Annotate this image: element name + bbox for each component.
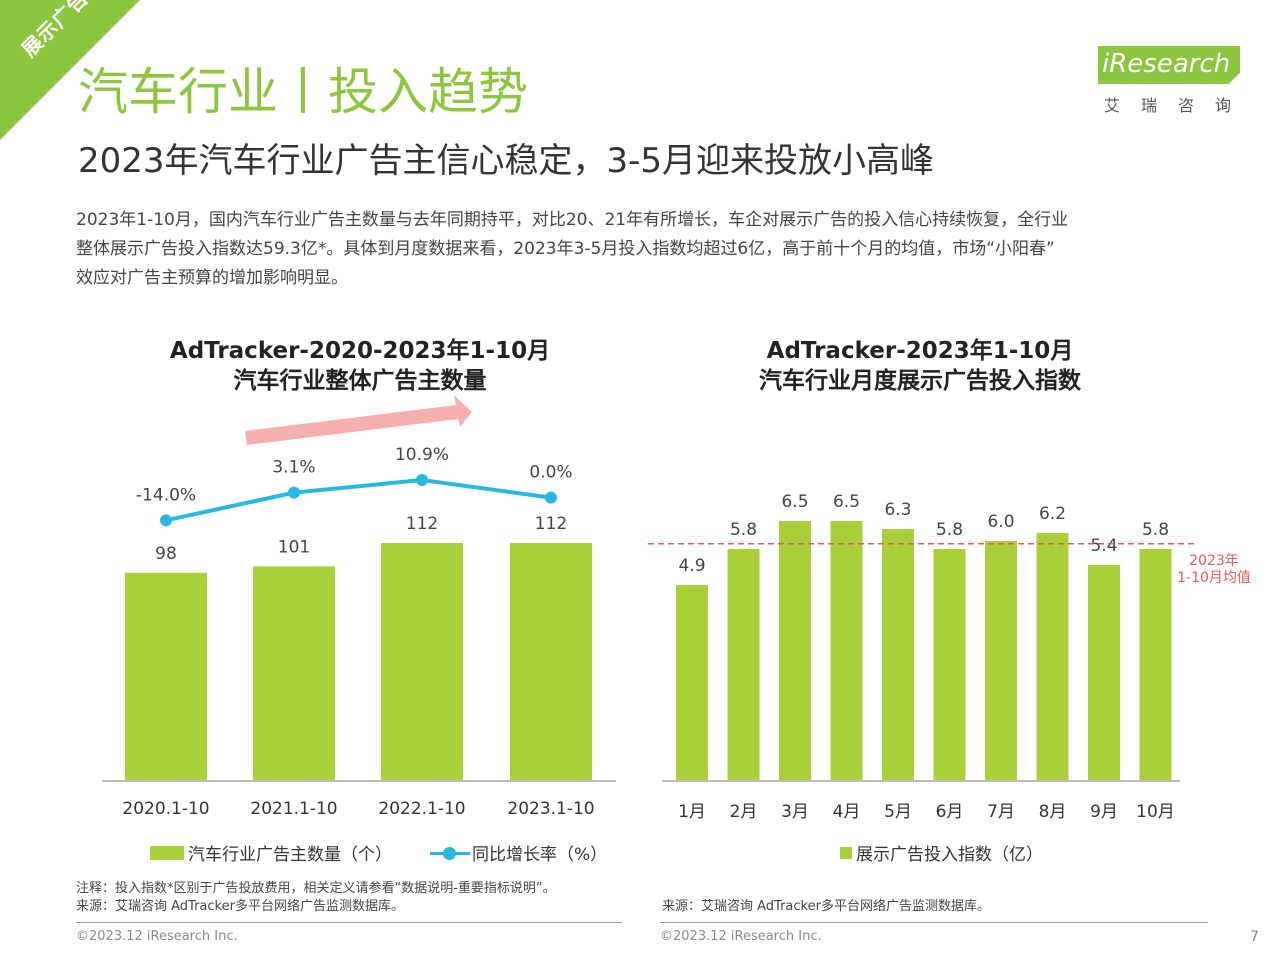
left-chart-title: AdTracker-2020-2023年1-10月 汽车行业整体广告主数量 [100, 336, 620, 396]
right-divider [660, 922, 1208, 923]
left-chart-title-line-1: AdTracker-2020-2023年1-10月 [169, 338, 551, 364]
copyright-right: ©2023.12 iResearch Inc. [660, 929, 822, 944]
logo-badge [1098, 46, 1240, 84]
intro-line-3: 效应对广告主预算的增加影响明显。 [76, 268, 348, 288]
bar-monthly-index [830, 521, 863, 781]
bar-monthly-index [727, 549, 760, 781]
page-number: 7 [1250, 929, 1259, 945]
left-chart-legend: 汽车行业广告主数量（个） 同比增长率（%） [150, 840, 607, 865]
logo-cn-text: 艾瑞咨询 [1104, 96, 1253, 115]
x-tick-label: 8月 [1039, 802, 1067, 822]
bar-monthly-index [1036, 533, 1069, 781]
bar-value-label: 5.4 [1090, 536, 1117, 556]
x-tick-label: 6月 [936, 802, 964, 822]
right-chart-title-line-2: 汽车行业月度展示广告投入指数 [759, 368, 1081, 394]
bar-advertiser-count [125, 572, 207, 781]
bar-value-label: 5.8 [1142, 520, 1169, 540]
right-chart-title-line-1: AdTracker-2023年1-10月 [766, 338, 1074, 364]
growth-rate-label: -14.0% [136, 485, 196, 505]
left-chart: 98 101 112 112 -14.0% 3.1% 10.9% 0.0% 2020.1-1… [102, 395, 616, 819]
bar-value-label: 112 [535, 514, 567, 534]
x-tick-label: 9月 [1090, 802, 1118, 822]
bar-value-label: 98 [155, 544, 177, 564]
growth-rate-label: 3.1% [272, 458, 315, 478]
bar-value-label: 6.5 [833, 492, 860, 512]
bar-monthly-index [933, 549, 966, 781]
intro-line-2: 整体展示广告投入指数达59.3亿*。具体到月度数据来看，2023年3-5月投入指… [76, 239, 1055, 259]
bar-value-label: 6.5 [781, 492, 808, 512]
growth-rate-point [416, 474, 428, 486]
bar-monthly-index [985, 541, 1017, 781]
growth-rate-point [160, 514, 172, 527]
bar-value-label: 6.2 [1039, 504, 1066, 524]
x-tick-label: 2月 [730, 802, 758, 822]
right-chart-title: AdTracker-2023年1-10月 汽车行业月度展示广告投入指数 [660, 336, 1180, 396]
legend-bar-swatch [150, 845, 184, 860]
left-chart-title-line-2: 汽车行业整体广告主数量 [233, 368, 487, 394]
x-tick-label: 3月 [781, 802, 809, 822]
intro-paragraph: 2023年1-10月，国内汽车行业广告主数量与去年同期持平，对比20、21年有所… [76, 206, 1216, 293]
growth-rate-point [545, 491, 557, 504]
trend-arrow [245, 395, 472, 445]
bar-monthly-index [882, 529, 914, 781]
legend-line-swatch [430, 846, 470, 860]
bar-monthly-index [1139, 549, 1172, 781]
bar-advertiser-count [381, 543, 463, 781]
x-tick-label: 1月 [678, 802, 706, 822]
growth-rate-point [288, 486, 300, 499]
x-tick-label: 2022.1-10 [378, 799, 465, 819]
legend-line-label: 同比增长率（%） [472, 845, 608, 865]
right-chart-legend: 展示广告投入指数（亿） [840, 840, 1043, 865]
legend-bar-label-right: 展示广告投入指数（亿） [856, 845, 1043, 865]
legend-bar-label: 汽车行业广告主数量（个） [188, 845, 392, 865]
bar-value-label: 112 [406, 514, 438, 534]
right-chart: 4.9 5.8 6.5 6.5 6.3 5.8 6.0 6.2 5.4 5.8 2023年 1-1… [648, 492, 1251, 822]
corner-ribbon [0, 0, 140, 140]
x-tick-label: 4月 [833, 802, 861, 822]
copyright-left: ©2023.12 iResearch Inc. [76, 929, 238, 944]
growth-rate-label: 0.0% [529, 463, 572, 483]
bar-value-label: 6.0 [987, 512, 1014, 532]
x-tick-label: 2023.1-10 [507, 799, 594, 819]
logo-brand-text: iResearch [1102, 49, 1231, 79]
bar-value-label: 5.8 [936, 520, 963, 540]
bar-advertiser-count [253, 566, 335, 781]
footnote-source-right: 来源：艾瑞咨询 AdTracker多平台网络广告监测数据库。 [662, 899, 990, 914]
page-subtitle: 2023年汽车行业广告主信心稳定，3-5月迎来投放小高峰 [78, 141, 935, 181]
bar-value-label: 5.8 [730, 520, 757, 540]
x-tick-label: 2020.1-10 [122, 799, 209, 819]
footnote-note: 注释：投入指数*区别于广告投放费用，相关定义请参看“数据说明-重要指标说明”。 [76, 881, 556, 896]
left-divider [76, 922, 622, 923]
page-title: 汽车行业丨投入趋势 [78, 63, 528, 121]
left-footnote: 注释：投入指数*区别于广告投放费用，相关定义请参看“数据说明-重要指标说明”。 … [76, 880, 556, 916]
bar-monthly-index [676, 585, 708, 781]
x-tick-label: 10月 [1136, 802, 1175, 822]
bar-monthly-index [1088, 565, 1120, 781]
iresearch-logo: iResearch 艾瑞咨询 [1098, 46, 1248, 116]
x-tick-label: 2021.1-10 [250, 799, 337, 819]
right-footnote: 来源：艾瑞咨询 AdTracker多平台网络广告监测数据库。 [662, 898, 990, 916]
growth-rate-label: 10.9% [395, 445, 449, 465]
growth-rate-line [165, 477, 552, 523]
bar-value-label: 6.3 [884, 500, 911, 520]
bar-advertiser-count [510, 543, 592, 781]
footnote-source: 来源：艾瑞咨询 AdTracker多平台网络广告监测数据库。 [76, 899, 404, 914]
x-tick-label: 7月 [987, 802, 1015, 822]
bar-value-label: 4.9 [678, 556, 705, 576]
x-tick-label: 5月 [884, 802, 912, 822]
intro-line-1: 2023年1-10月，国内汽车行业广告主数量与去年同期持平，对比20、21年有所… [76, 210, 1069, 230]
average-label-line-2: 1-10月均值 [1177, 570, 1251, 586]
bar-monthly-index [779, 521, 811, 781]
average-label-line-1: 2023年 [1189, 553, 1239, 569]
legend-bar-swatch-right [840, 846, 852, 859]
bar-value-label: 101 [278, 537, 310, 557]
